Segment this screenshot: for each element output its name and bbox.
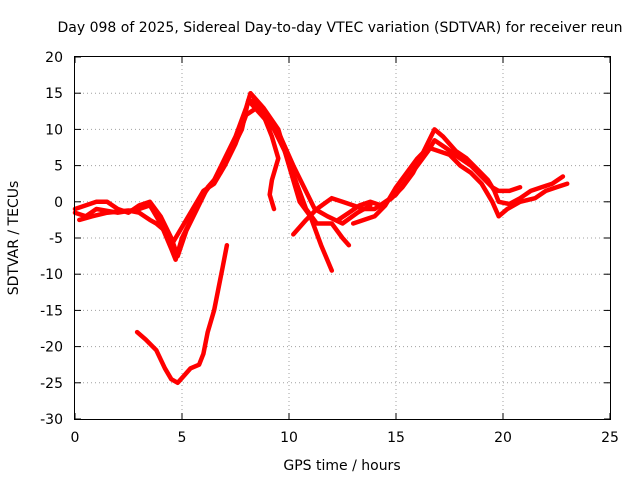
series-track-c	[77, 105, 373, 244]
y-tick-label: -30	[40, 412, 63, 428]
x-tick-label: 0	[71, 430, 80, 446]
y-tick-label: 0	[54, 195, 63, 211]
series-track-d	[250, 98, 281, 212]
x-tick-label: 10	[280, 430, 298, 446]
y-tick-label: -15	[40, 303, 63, 319]
y-tick-label: -25	[40, 376, 63, 392]
y-tick-label: 20	[45, 50, 63, 66]
x-axis-label: GPS time / hours	[283, 458, 400, 474]
series-track-g	[350, 145, 570, 226]
y-axis-label: SDTVAR / TECUs	[6, 181, 22, 296]
plot-frame	[74, 56, 611, 420]
chart-title: Day 098 of 2025, Sidereal Day-to-day VTE…	[57, 20, 622, 36]
series-track-h	[134, 242, 230, 386]
series-track-a	[72, 90, 335, 273]
y-tick-label: 15	[45, 86, 63, 102]
y-tick-label: 10	[45, 122, 63, 138]
y-tick-label: 5	[54, 159, 63, 175]
y-tick-label: -5	[49, 231, 63, 247]
tick-labels: 0 5 10 15 20 25 -30 -25 -20 -15 -10 -5 0 5 10 15 20	[40, 50, 619, 446]
series-track-f	[335, 127, 566, 223]
series-track-b	[72, 98, 352, 259]
y-tick-label: -10	[40, 267, 63, 283]
series-layer	[72, 90, 570, 386]
y-tick-label: -20	[40, 340, 63, 356]
x-tick-label: 20	[494, 430, 512, 446]
x-tick-label: 5	[178, 430, 187, 446]
x-tick-label: 25	[601, 430, 619, 446]
x-tick-label: 15	[387, 430, 405, 446]
axis-ticks	[74, 56, 611, 420]
